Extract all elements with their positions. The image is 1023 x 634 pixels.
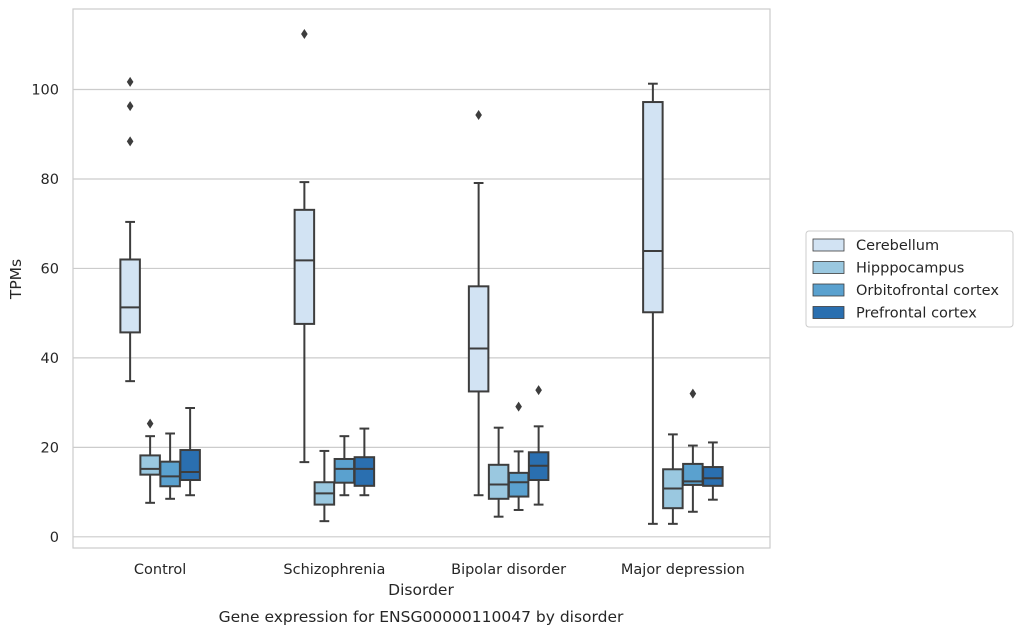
box-cerebellum-3 <box>642 82 664 525</box>
legend-swatch <box>812 283 845 297</box>
y-tick-label: 20 <box>41 440 59 456</box>
legend: Cerebellum Hipppocampus Orbitofrontal cort… <box>805 230 1014 328</box>
x-axis: Control Schizophrenia Bipolar disorder Majo… <box>134 562 745 578</box>
box-hipppocampus-3 <box>662 433 684 525</box>
y-tick-label: 60 <box>41 261 59 277</box>
y-tick-label: 80 <box>41 172 59 188</box>
y-tick-label: 100 <box>31 83 59 99</box>
box-hipppocampus-0 <box>139 418 161 504</box>
box-body <box>353 456 376 487</box>
plot-area-frame <box>72 8 771 549</box>
box-cerebellum-2 <box>467 110 490 497</box>
legend-swatch <box>812 306 845 319</box>
box-orbitofrontal-cortex-1 <box>333 435 356 497</box>
x-tick-label: Control <box>134 562 186 578</box>
box-body <box>139 454 161 476</box>
box-body <box>333 457 356 484</box>
box-orbitofrontal-cortex-0 <box>159 432 181 500</box>
box-body <box>507 471 530 498</box>
box-prefrontal-cortex-1 <box>353 427 376 497</box>
legend-swatch <box>812 238 845 252</box>
box-orbitofrontal-cortex-2 <box>507 401 530 511</box>
box-hipppocampus-2 <box>487 426 510 518</box>
x-tick-label: Schizophrenia <box>283 562 385 578</box>
legend-label: Prefrontal cortex <box>856 306 977 322</box>
boxes <box>119 29 724 525</box>
outlier-marker <box>146 418 154 429</box>
box-body <box>179 449 201 482</box>
legend-label: Cerebellum <box>856 238 939 254</box>
x-tick-label: Bipolar disorder <box>451 562 566 578</box>
box-prefrontal-cortex-3 <box>702 441 724 501</box>
y-axis-title: TPMs <box>7 259 25 300</box>
box-body <box>293 208 316 325</box>
legend-label: Orbitofrontal cortex <box>856 283 999 299</box>
box-cerebellum-1 <box>293 29 316 464</box>
box-body <box>702 466 724 487</box>
outlier-marker <box>126 76 134 87</box>
box-cerebellum-0 <box>119 76 141 383</box>
y-tick-label: 40 <box>41 351 59 367</box>
box-orbitofrontal-cortex-3 <box>682 388 704 513</box>
x-axis-title: Disorder <box>388 581 454 599</box>
y-axis: 0 20 40 60 80 100 <box>31 83 59 546</box>
outlier-marker <box>126 101 134 112</box>
box-body <box>487 463 510 500</box>
box-body <box>159 460 181 488</box>
legend-frame <box>805 230 1014 328</box>
y-tick-label: 0 <box>50 530 59 546</box>
outlier-marker <box>689 388 697 399</box>
box-body <box>642 101 664 314</box>
outlier-marker <box>535 385 542 396</box>
box-hipppocampus-1 <box>313 449 336 523</box>
x-tick-label: Major depression <box>621 562 745 578</box>
box-prefrontal-cortex-2 <box>527 385 550 506</box>
legend-label: Hipppocampus <box>856 261 964 277</box>
outlier-marker <box>515 401 522 412</box>
outlier-marker <box>301 29 308 40</box>
box-prefrontal-cortex-0 <box>179 406 201 497</box>
box-body <box>119 258 141 334</box>
box-body <box>467 285 490 393</box>
outlier-marker <box>126 136 134 147</box>
legend-swatch <box>812 261 845 274</box>
outlier-marker <box>475 110 482 121</box>
chart-caption: Gene expression for ENSG00000110047 by d… <box>219 608 624 626</box>
